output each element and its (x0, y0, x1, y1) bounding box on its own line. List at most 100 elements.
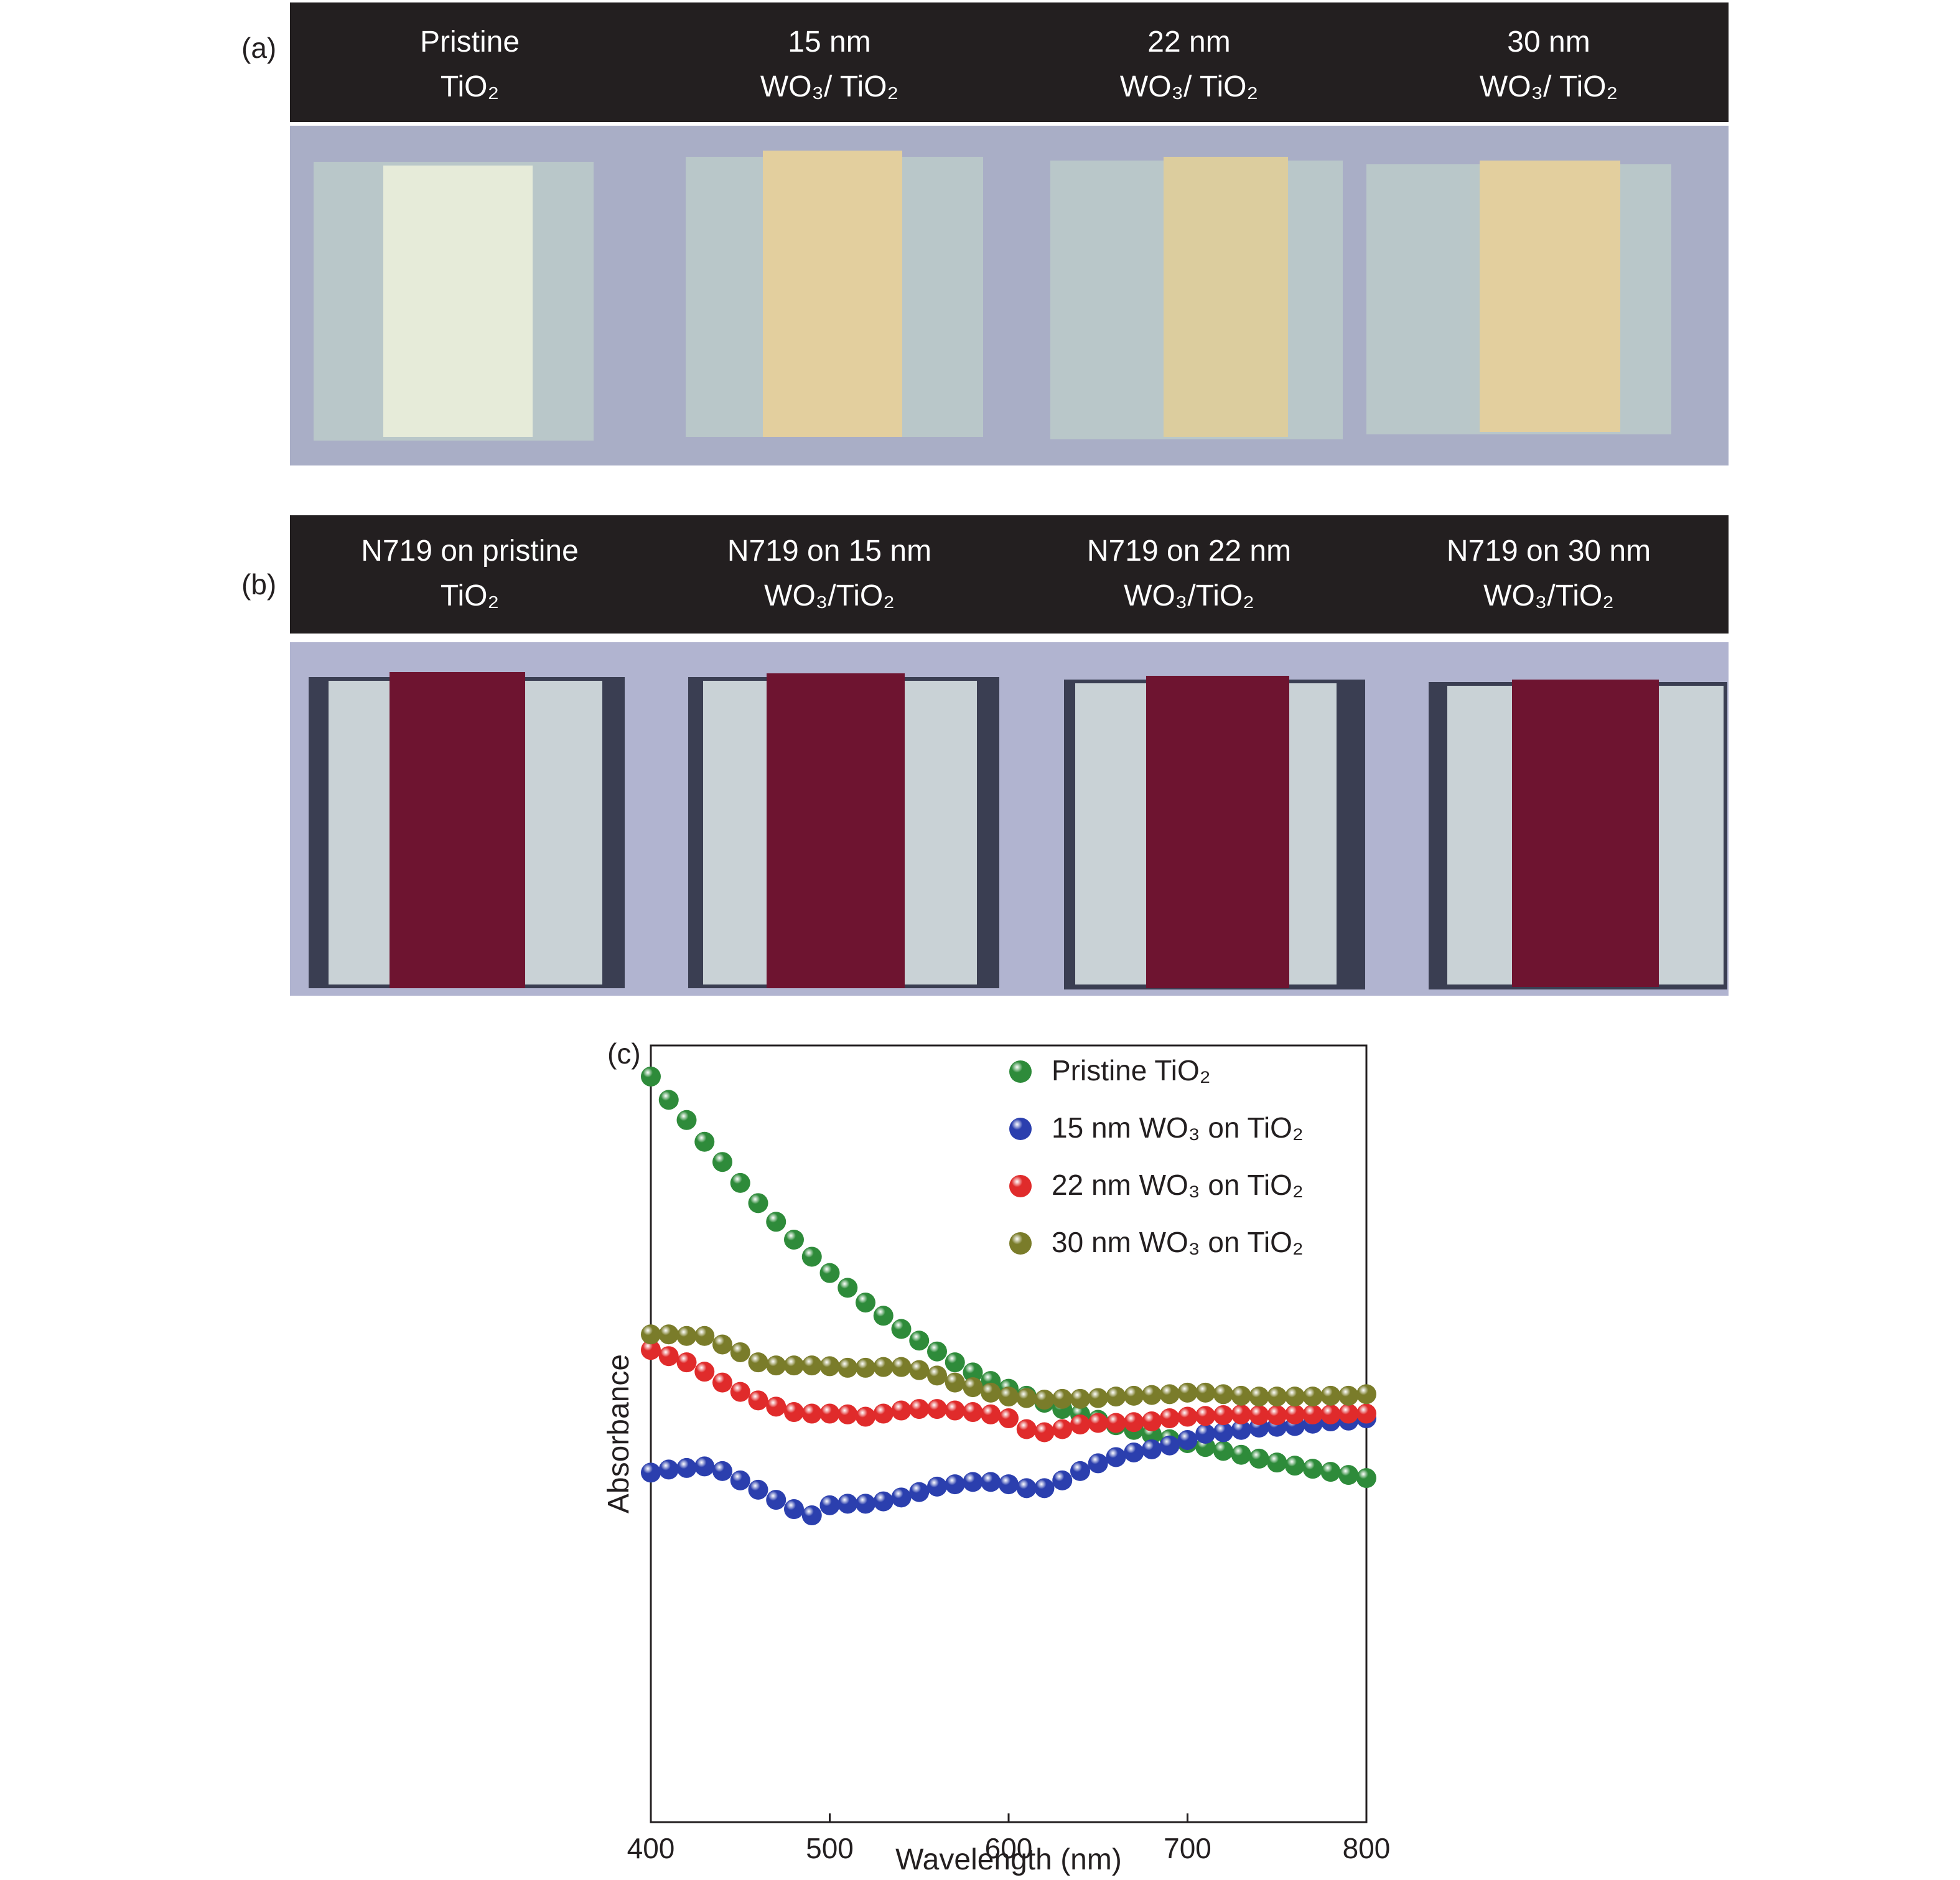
legend-label: Pristine TiO₂ (1052, 1054, 1211, 1087)
panel-c-letter: (c) (607, 1037, 641, 1070)
data-point (1016, 1419, 1037, 1439)
data-point (1267, 1405, 1287, 1426)
data-point (676, 1352, 697, 1373)
sample-n719-15nm (688, 673, 999, 988)
legend-marker (1009, 1232, 1032, 1255)
data-point (1285, 1387, 1305, 1407)
data-point (1267, 1452, 1287, 1473)
data-point (1124, 1412, 1144, 1433)
data-point (1177, 1429, 1198, 1450)
data-point (927, 1365, 947, 1386)
data-point (999, 1474, 1019, 1495)
data-point (999, 1408, 1019, 1429)
data-point (909, 1330, 930, 1351)
data-point (658, 1459, 679, 1480)
data-point (819, 1403, 840, 1424)
data-point (999, 1387, 1019, 1407)
legend-item-3: 22 nm WO₃ on TiO₂ (1009, 1169, 1304, 1201)
data-point (1249, 1405, 1269, 1426)
legend-label: 15 nm WO₃ on TiO₂ (1052, 1111, 1304, 1144)
data-point (1231, 1444, 1251, 1465)
panel-a-label-2: 15 nm WO₃/ TiO₂ (760, 26, 899, 103)
x-tick-label: 400 (627, 1832, 675, 1864)
data-point (1124, 1385, 1144, 1406)
data-point (1052, 1388, 1073, 1409)
data-point (909, 1399, 930, 1419)
sample-30nm-wo3 (1366, 161, 1671, 434)
data-point (748, 1352, 768, 1373)
data-point (1159, 1384, 1180, 1405)
panel-a-label-4: 30 nm WO₃/ TiO₂ (1479, 26, 1618, 103)
data-point (712, 1461, 732, 1481)
legend-marker (1009, 1118, 1032, 1140)
data-point (1052, 1470, 1073, 1490)
data-point (873, 1403, 894, 1424)
series-3 (641, 1340, 1376, 1443)
data-point (641, 1066, 661, 1087)
series-2 (641, 1408, 1376, 1526)
data-point (981, 1382, 1001, 1403)
data-point (838, 1404, 858, 1424)
data-point (1285, 1404, 1305, 1424)
data-point (1356, 1403, 1376, 1424)
panel-b-letter: (b) (241, 568, 277, 601)
data-point (981, 1404, 1001, 1424)
data-point (927, 1399, 947, 1419)
data-point (945, 1372, 965, 1393)
data-point (676, 1326, 697, 1346)
data-point (676, 1457, 697, 1478)
data-point (909, 1482, 930, 1502)
data-point (819, 1356, 840, 1377)
data-point (873, 1306, 894, 1326)
data-point (1285, 1456, 1305, 1476)
data-point (856, 1406, 875, 1427)
series-layer (641, 1066, 1376, 1526)
data-point (945, 1352, 965, 1373)
data-point (1088, 1388, 1108, 1408)
data-point (1302, 1404, 1323, 1424)
data-point (873, 1357, 894, 1377)
data-point (1356, 1384, 1376, 1405)
data-point (1302, 1459, 1323, 1479)
legend-label: 22 nm WO₃ on TiO₂ (1052, 1169, 1304, 1201)
data-point (1302, 1387, 1323, 1407)
data-point (1213, 1422, 1233, 1443)
data-point (801, 1403, 822, 1424)
data-point (730, 1172, 750, 1193)
panel-a-photo (290, 126, 1729, 465)
data-point (658, 1346, 679, 1367)
data-point (1231, 1385, 1251, 1406)
data-point (766, 1490, 786, 1510)
data-point (766, 1355, 786, 1376)
x-tick-label: 700 (1164, 1832, 1211, 1864)
data-point (1249, 1387, 1269, 1407)
panel-a-letter: (a) (241, 32, 277, 64)
data-point (838, 1357, 858, 1378)
data-point (1070, 1415, 1090, 1435)
data-point (891, 1487, 912, 1508)
data-point (945, 1474, 965, 1495)
panel-a-header: Pristine TiO₂ 15 nm WO₃/ TiO₂ 22 nm WO₃/ Ti… (290, 2, 1729, 122)
data-point (856, 1494, 875, 1514)
data-point (766, 1396, 786, 1417)
data-point (1034, 1478, 1055, 1499)
data-point (748, 1390, 768, 1411)
data-point (1159, 1435, 1180, 1456)
data-point (838, 1278, 858, 1298)
data-point (784, 1499, 804, 1520)
data-point (856, 1357, 875, 1378)
data-point (641, 1462, 661, 1483)
data-point (1159, 1408, 1180, 1429)
data-point (1106, 1413, 1126, 1433)
absorbance-chart: 400 500 600 700 800 Pristine TiO₂ 15 nm WO₃ o… (560, 1021, 1431, 1877)
data-point (1338, 1385, 1359, 1406)
data-point (1142, 1385, 1162, 1405)
sample-pristine-tio2 (314, 162, 594, 441)
legend-item-1: Pristine TiO₂ (1009, 1054, 1211, 1087)
data-point (1195, 1406, 1216, 1426)
data-point (1070, 1461, 1090, 1481)
x-tick-label: 600 (985, 1832, 1033, 1864)
data-point (909, 1360, 930, 1380)
data-point (1034, 1422, 1055, 1443)
data-point (873, 1491, 894, 1512)
